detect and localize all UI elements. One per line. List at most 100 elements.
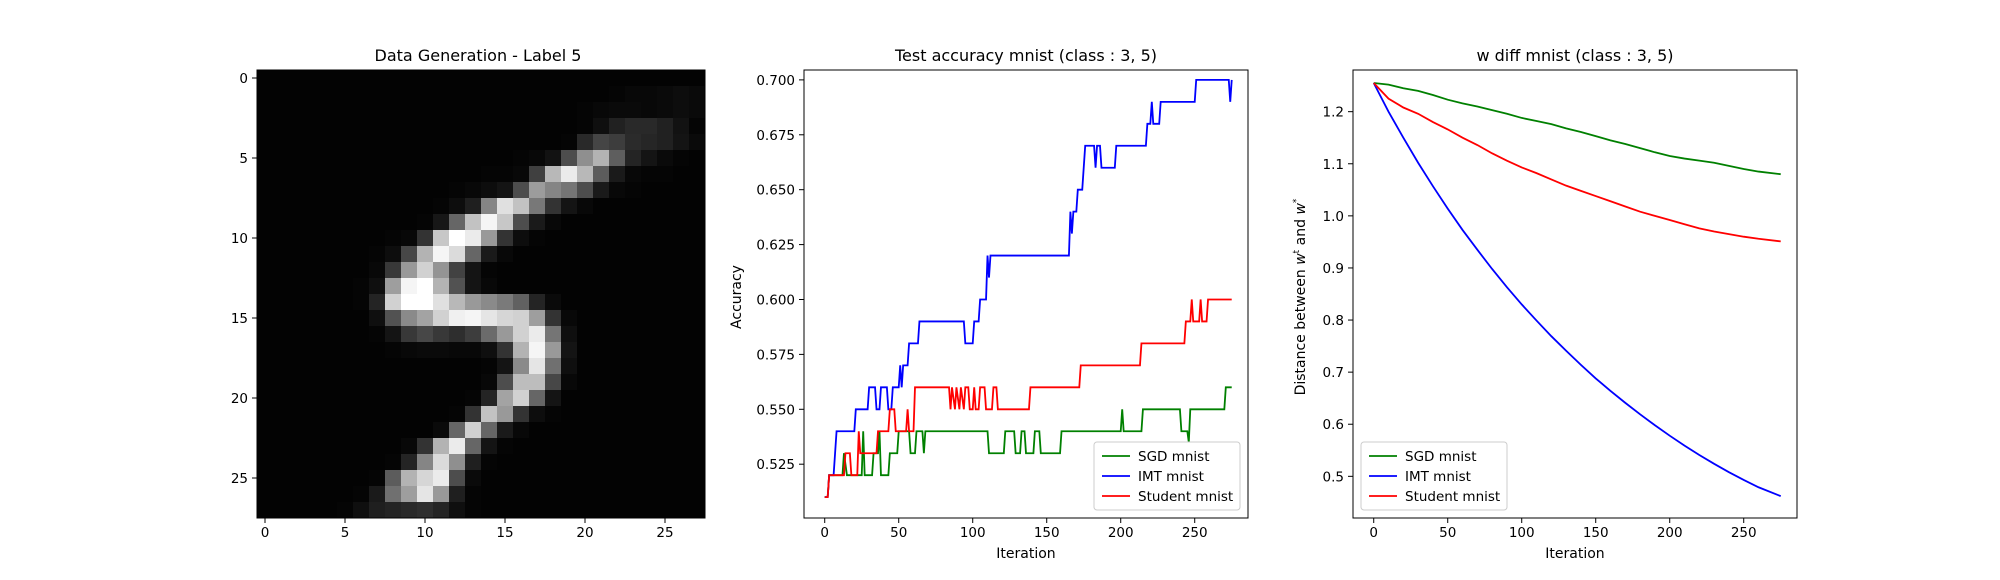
heatmap-cell — [545, 262, 562, 279]
heatmap-cell — [417, 214, 434, 231]
heatmap-cell — [417, 310, 434, 327]
heatmap-cell — [673, 358, 690, 375]
heatmap-cell — [513, 118, 530, 135]
heatmap-cell — [593, 198, 610, 215]
heatmap-cell — [337, 278, 354, 295]
heatmap-cell — [273, 102, 290, 119]
heatmap-cell — [449, 502, 466, 519]
heatmap-cell — [385, 454, 402, 471]
heatmap-cell — [625, 374, 642, 391]
heatmap-cell — [513, 438, 530, 455]
heatmap-cell — [305, 326, 322, 343]
heatmap-cell — [289, 374, 306, 391]
heatmap-cell — [321, 262, 338, 279]
heatmap-cell — [369, 134, 386, 151]
heatmap-cell — [625, 86, 642, 103]
heatmap-cell — [673, 438, 690, 455]
heatmap-cell — [577, 246, 594, 263]
heatmap-cell — [305, 118, 322, 135]
heatmap-cell — [433, 390, 450, 407]
heatmap-cell — [529, 374, 546, 391]
heatmap-cell — [305, 150, 322, 167]
heatmap-cell — [337, 246, 354, 263]
wdiff-xtick-label: 50 — [1439, 525, 1456, 541]
heatmap-cell — [289, 406, 306, 423]
heatmap-cell — [561, 86, 578, 103]
heatmap-cell — [577, 294, 594, 311]
heatmap-cell — [577, 454, 594, 471]
accuracy-title: Test accuracy mnist (class : 3, 5) — [894, 46, 1157, 65]
heatmap-cell — [609, 70, 626, 87]
heatmap-cell — [289, 294, 306, 311]
heatmap-cell — [449, 118, 466, 135]
heatmap-cell — [369, 358, 386, 375]
heatmap-cell — [433, 278, 450, 295]
heatmap-cell — [433, 198, 450, 215]
heatmap-cell — [353, 326, 370, 343]
heatmap-cell — [385, 310, 402, 327]
heatmap-cell — [689, 230, 706, 247]
heatmap-cell — [497, 182, 514, 199]
heatmap-cell — [337, 86, 354, 103]
heatmap-cell — [513, 166, 530, 183]
heatmap-cell — [593, 134, 610, 151]
heatmap-cell — [625, 182, 642, 199]
heatmap-cell — [337, 358, 354, 375]
heatmap-cell — [465, 470, 482, 487]
heatmap-cell — [321, 86, 338, 103]
heatmap-cell — [673, 262, 690, 279]
heatmap-cell — [305, 102, 322, 119]
heatmap-cell — [353, 294, 370, 311]
heatmap-cell — [305, 134, 322, 151]
heatmap-cell — [577, 70, 594, 87]
heatmap-cell — [321, 374, 338, 391]
heatmap-cell — [449, 342, 466, 359]
accuracy-series-line — [824, 78, 1233, 499]
heatmap-cell — [385, 118, 402, 135]
heatmap-cell — [657, 262, 674, 279]
heatmap-cell — [689, 198, 706, 215]
heatmap-cell — [593, 454, 610, 471]
heatmap-cell — [465, 166, 482, 183]
accuracy-ytick-label: 0.650 — [756, 183, 795, 199]
heatmap-cell — [577, 86, 594, 103]
heatmap-cell — [497, 294, 514, 311]
heatmap-xtick-label: 5 — [341, 525, 350, 541]
wdiff-ylabel-and: and — [1293, 215, 1309, 250]
heatmap-cell — [273, 166, 290, 183]
heatmap-cell — [593, 406, 610, 423]
heatmap-xtick-label: 0 — [261, 525, 270, 541]
heatmap-cell — [529, 214, 546, 231]
heatmap-cell — [305, 406, 322, 423]
heatmap-cell — [273, 198, 290, 215]
heatmap-cell — [385, 198, 402, 215]
heatmap-cell — [641, 102, 658, 119]
heatmap-cell — [289, 86, 306, 103]
heatmap-cell — [273, 70, 290, 87]
heatmap-cell — [689, 294, 706, 311]
heatmap-cell — [673, 198, 690, 215]
heatmap-cell — [657, 406, 674, 423]
heatmap-cell — [609, 310, 626, 327]
heatmap-cell — [561, 134, 578, 151]
heatmap-cell — [513, 278, 530, 295]
heatmap-cell — [289, 214, 306, 231]
heatmap-cell — [417, 422, 434, 439]
heatmap-cell — [657, 150, 674, 167]
wdiff-ylabel-sup2: * — [1292, 198, 1302, 203]
heatmap-cell — [385, 70, 402, 87]
heatmap-cell — [529, 70, 546, 87]
heatmap-cell — [513, 502, 530, 519]
heatmap-cell — [529, 310, 546, 327]
heatmap-cell — [273, 118, 290, 135]
heatmap-cell — [449, 102, 466, 119]
heatmap-cell — [289, 358, 306, 375]
heatmap-cell — [353, 134, 370, 151]
heatmap-cell — [369, 406, 386, 423]
heatmap-cell — [449, 438, 466, 455]
accuracy-xtick-label: 250 — [1182, 525, 1208, 541]
heatmap-cell — [689, 102, 706, 119]
heatmap-cell — [353, 374, 370, 391]
heatmap-cell — [353, 262, 370, 279]
heatmap-cell — [609, 230, 626, 247]
